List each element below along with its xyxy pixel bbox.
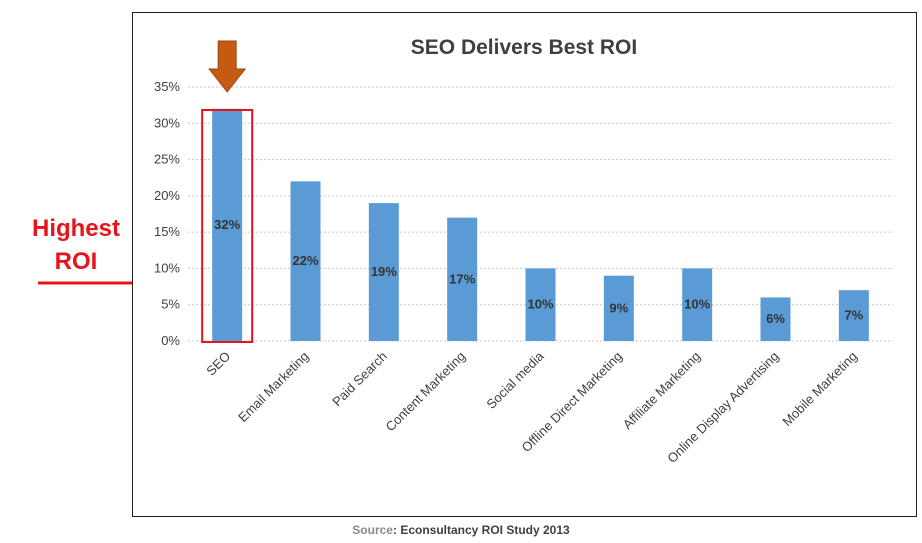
category-label: Paid Search [329, 349, 390, 410]
y-axis-ticks: 0% 5% 10% 15% 20% 25% 30% 35% [154, 79, 180, 348]
y-tick-label: 0% [161, 333, 180, 348]
bar [290, 181, 321, 341]
annotation-highest-label: Highest [31, 215, 120, 242]
y-tick-label: 20% [154, 188, 180, 203]
highlight-overlay [201, 40, 254, 343]
category-label: Content Marketing [383, 349, 469, 435]
chart-frame: SEO Delivers Best ROI 0% 5% 10% 15% 20% 25% 30… [132, 12, 917, 517]
bar-data-label: 22% [292, 253, 318, 268]
bar [447, 217, 478, 341]
bar [525, 268, 556, 341]
bar-data-label: 7% [844, 308, 863, 323]
y-tick-label: 25% [154, 152, 180, 167]
chart-title: SEO Delivers Best ROI [411, 36, 637, 59]
category-label: Social media [483, 348, 547, 412]
category-label: Affiliate Marketing [620, 349, 704, 433]
highlight-box [201, 109, 254, 343]
bar-data-label: 6% [766, 311, 785, 326]
y-tick-label: 30% [154, 115, 180, 130]
y-tick-label: 10% [154, 260, 180, 275]
bar [212, 108, 243, 342]
bar [682, 268, 713, 341]
bar-data-label: 10% [527, 297, 553, 312]
bar-data-label: 10% [684, 297, 710, 312]
bar-data-label: 32% [214, 217, 240, 232]
category-label: SEO [203, 349, 233, 379]
bar-data-label: 9% [609, 300, 628, 315]
source-citation: : Econsultancy ROI Study 2013 [392, 523, 570, 537]
bar-data-label: 19% [371, 264, 397, 279]
bar-chart: SEO Delivers Best ROI 0% 5% 10% 15% 20% 25% 30… [154, 36, 893, 466]
y-tick-label: 35% [154, 79, 180, 94]
bar-data-label: 17% [449, 271, 475, 286]
annotation-roi-label: ROI [54, 248, 98, 275]
bars: 32% 22% 19% 17% 10% 9% 10% 6% 7% [212, 108, 869, 342]
category-label: Mobile Marketing [779, 349, 860, 430]
bar [838, 290, 869, 341]
source-note: Source: Econsultancy ROI Study 2013 [0, 523, 922, 537]
bar [760, 297, 791, 341]
category-label: Email Marketing [235, 349, 312, 426]
bar [603, 275, 634, 341]
source-prefix: Source [352, 523, 393, 537]
y-tick-label: 15% [154, 224, 180, 239]
y-tick-label: 5% [161, 297, 180, 312]
down-arrow-icon [208, 40, 247, 93]
bar [368, 203, 399, 341]
